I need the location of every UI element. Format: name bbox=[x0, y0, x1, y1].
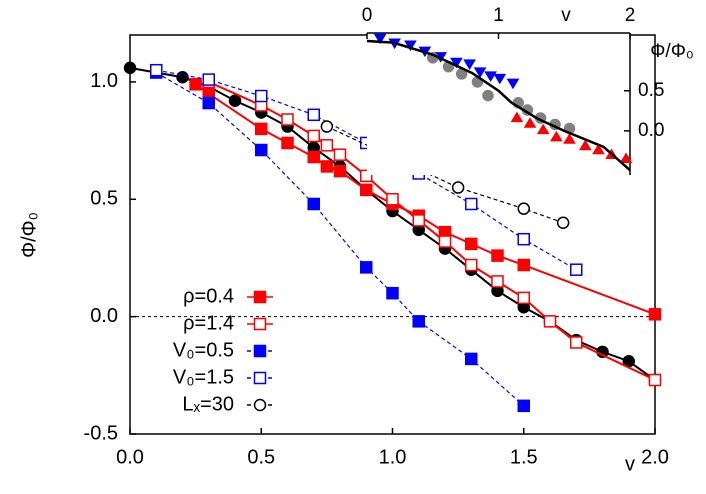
marker bbox=[463, 59, 476, 70]
marker bbox=[150, 63, 163, 77]
marker bbox=[619, 152, 633, 164]
y-tick-label: 0.0 bbox=[638, 120, 664, 141]
x-tick-label: 1.5 bbox=[510, 446, 538, 468]
marker bbox=[450, 57, 463, 69]
marker bbox=[473, 67, 487, 78]
marker bbox=[523, 117, 537, 128]
x-tick-label: 0.5 bbox=[247, 446, 275, 468]
marker bbox=[465, 352, 478, 366]
marker bbox=[465, 197, 478, 211]
marker bbox=[373, 33, 387, 45]
series-line bbox=[326, 125, 564, 224]
marker bbox=[412, 214, 425, 227]
marker bbox=[176, 70, 189, 84]
x-tick-label: 1 bbox=[493, 5, 504, 26]
marker bbox=[556, 216, 570, 230]
marker bbox=[307, 150, 320, 164]
marker bbox=[517, 232, 530, 246]
y-axis-label: Φ/Φ₀ bbox=[18, 212, 40, 258]
marker bbox=[465, 237, 478, 251]
marker bbox=[307, 108, 320, 122]
marker bbox=[648, 308, 662, 321]
series-line bbox=[208, 81, 656, 381]
marker bbox=[484, 71, 497, 82]
marker bbox=[563, 133, 576, 144]
legend-label: Lₓ=30 bbox=[182, 393, 234, 415]
legend-label: V₀=1.5 bbox=[173, 366, 234, 388]
marker bbox=[320, 160, 334, 173]
marker bbox=[228, 94, 242, 107]
marker bbox=[482, 89, 494, 102]
inset-y-axis-label: Φ/Φ₀ bbox=[650, 41, 693, 62]
marker bbox=[123, 61, 137, 75]
marker bbox=[320, 139, 334, 152]
marker bbox=[536, 123, 550, 135]
legend-marker bbox=[253, 371, 267, 385]
marker bbox=[506, 78, 520, 90]
marker bbox=[202, 96, 215, 110]
marker bbox=[202, 73, 215, 86]
marker bbox=[320, 120, 334, 133]
marker bbox=[491, 275, 504, 288]
marker bbox=[550, 130, 563, 142]
marker bbox=[386, 193, 399, 206]
x-tick-label: 2 bbox=[625, 5, 636, 26]
marker bbox=[281, 136, 294, 150]
marker bbox=[386, 286, 399, 300]
marker bbox=[570, 336, 583, 349]
marker bbox=[570, 263, 583, 276]
marker bbox=[189, 78, 202, 91]
legend-marker bbox=[253, 290, 267, 304]
marker bbox=[255, 89, 268, 103]
x-tick-label: 0.0 bbox=[116, 446, 144, 468]
marker bbox=[333, 148, 347, 161]
marker bbox=[491, 249, 504, 262]
x-axis-label: v bbox=[625, 453, 635, 475]
x-tick-label: 0 bbox=[362, 5, 373, 26]
marker bbox=[517, 399, 530, 413]
marker bbox=[578, 139, 592, 151]
legend-marker bbox=[253, 344, 267, 358]
marker bbox=[404, 40, 417, 52]
marker bbox=[517, 202, 530, 215]
marker bbox=[465, 258, 478, 272]
legend-label: V₀=0.5 bbox=[173, 339, 234, 361]
marker bbox=[517, 258, 530, 272]
legend-label: ρ=0.4 bbox=[183, 285, 234, 307]
y-tick-label: 0.0 bbox=[90, 305, 118, 327]
marker bbox=[333, 164, 347, 178]
marker bbox=[510, 111, 524, 123]
marker bbox=[648, 373, 662, 387]
marker bbox=[255, 143, 268, 157]
x-tick-label: 2.0 bbox=[641, 446, 669, 468]
legend-marker bbox=[253, 317, 267, 331]
marker bbox=[438, 235, 452, 248]
series-line bbox=[366, 39, 631, 172]
marker bbox=[543, 315, 557, 328]
marker bbox=[451, 181, 465, 194]
series-line bbox=[156, 69, 577, 271]
marker bbox=[493, 73, 507, 85]
marker bbox=[360, 261, 373, 274]
inset-chart: v Φ/Φ₀ 0 1 2 0.0 0.5 bbox=[362, 5, 694, 175]
legend-label: ρ=1.4 bbox=[183, 312, 234, 334]
marker bbox=[592, 143, 605, 155]
marker bbox=[517, 291, 530, 305]
y-tick-label: 0.5 bbox=[638, 80, 664, 101]
marker bbox=[360, 169, 373, 183]
marker bbox=[307, 129, 320, 143]
marker bbox=[360, 183, 373, 197]
y-tick-label: 0.5 bbox=[90, 188, 118, 210]
y-tick-label: 1.0 bbox=[90, 70, 118, 92]
legend-marker bbox=[253, 398, 267, 412]
inset-background bbox=[367, 33, 630, 175]
marker bbox=[307, 197, 320, 211]
inset-x-axis-label: v bbox=[561, 5, 571, 26]
marker bbox=[281, 113, 294, 126]
marker bbox=[255, 122, 268, 136]
y-tick-label: -0.5 bbox=[84, 422, 118, 444]
marker bbox=[412, 315, 425, 328]
x-tick-label: 1.0 bbox=[379, 446, 407, 468]
